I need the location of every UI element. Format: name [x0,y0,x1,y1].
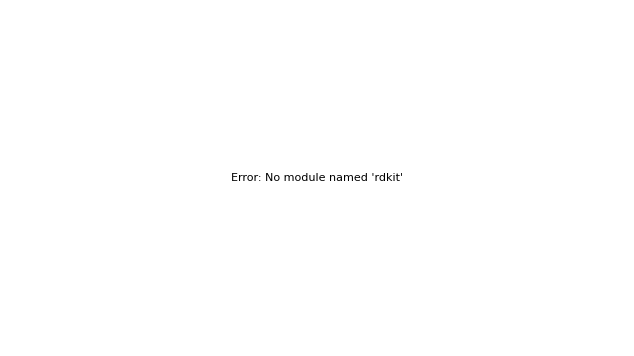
Text: Error: No module named 'rdkit': Error: No module named 'rdkit' [231,173,403,183]
